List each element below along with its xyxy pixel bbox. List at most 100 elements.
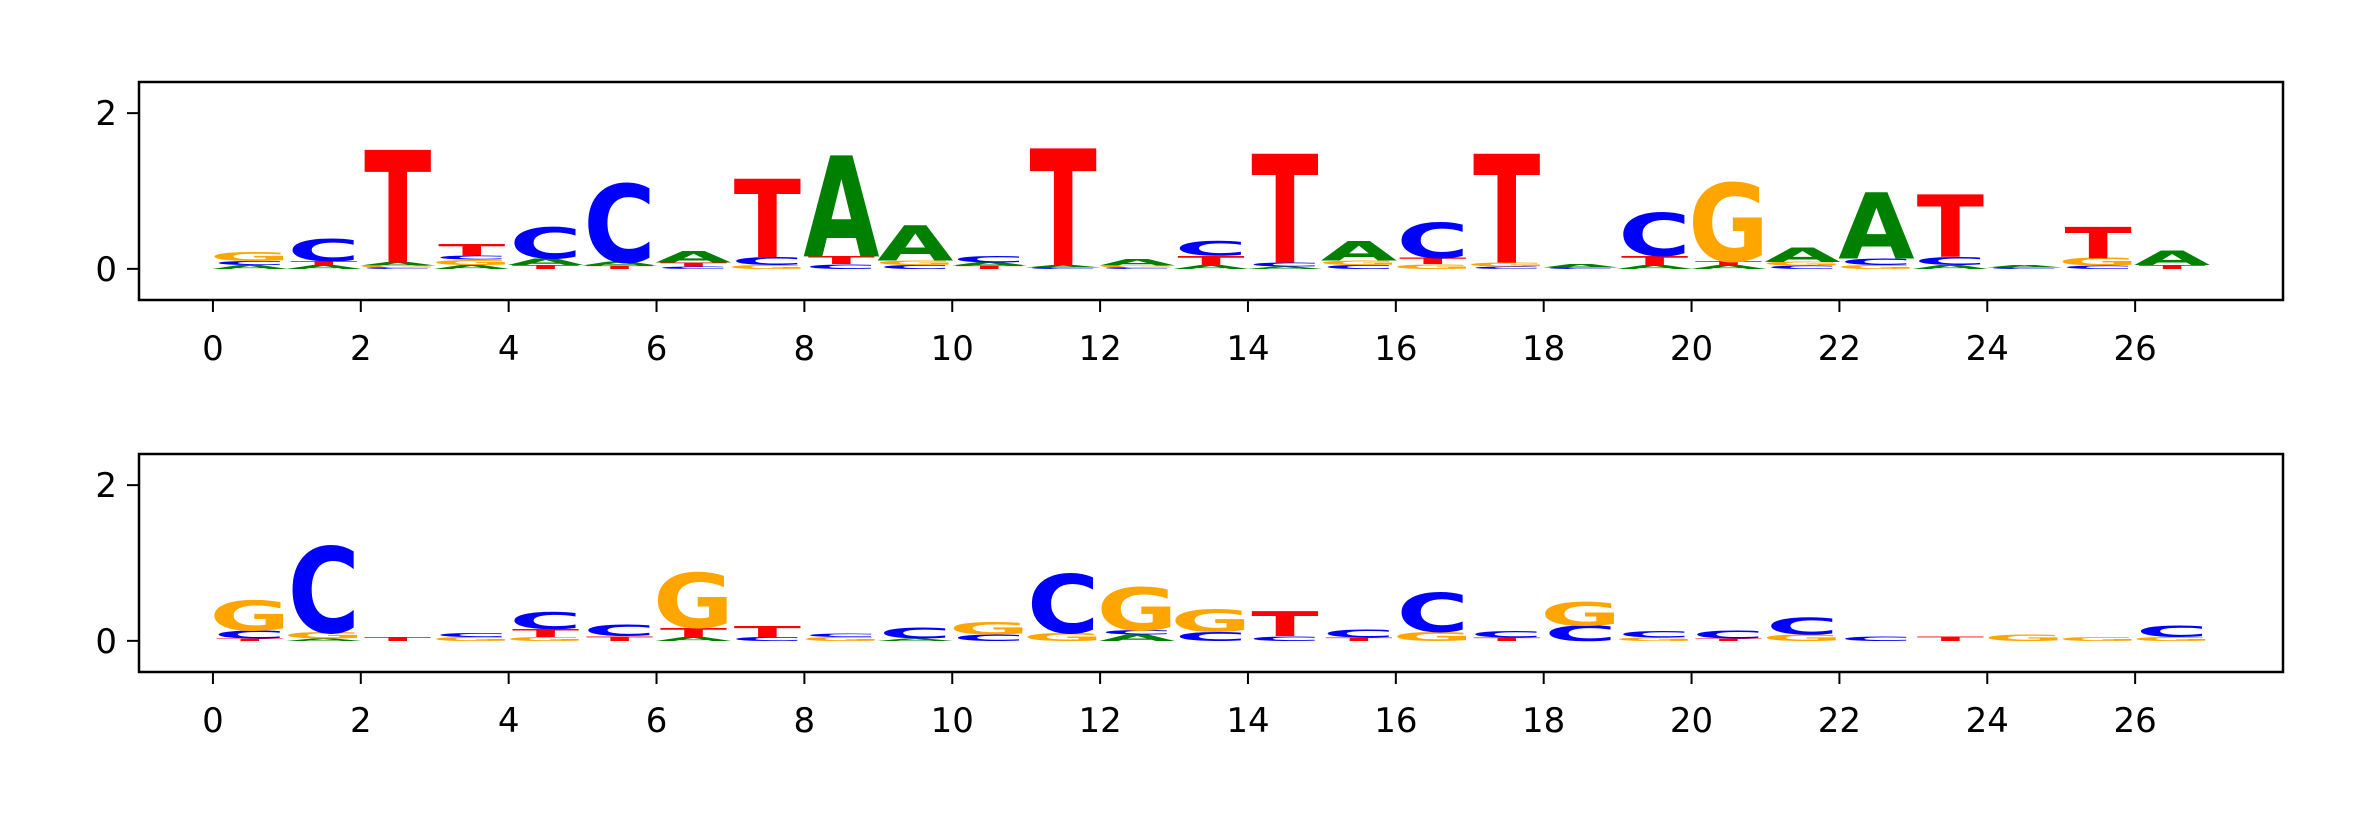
logo-letter-A-pos-1: A [286, 638, 362, 642]
logo-letter-A-pos-14: A [1247, 266, 1323, 270]
logo-letter-A-pos-8: A [803, 128, 879, 289]
logo-letter-T-pos-5: T [586, 265, 654, 270]
x-tick-label: 24 [1966, 701, 2009, 741]
x-tick-label: 0 [202, 701, 224, 741]
x-tick-label: 6 [646, 329, 668, 369]
logo-letter-T-pos-4: T [512, 264, 580, 270]
logo-letter-T-pos-17: T [1473, 125, 1540, 298]
logo-letter-A-pos-20: A [1690, 264, 1766, 270]
logo-letter-T-pos-2: T [364, 120, 431, 300]
logo-letter-A-pos-10: A [951, 262, 1027, 267]
logo-letter-C-pos-18: C [1544, 621, 1616, 646]
logo-letter-A-pos-5: A [581, 261, 657, 267]
logo-letter-G-pos-25: G [2058, 256, 2139, 268]
logo-letter-T-pos-8: T [808, 254, 875, 266]
logo-letter-C-pos-15: C [1323, 628, 1395, 640]
x-tick-label: 2 [350, 701, 372, 741]
logo-letter-T-pos-0: T [216, 638, 284, 642]
logo-letter-G-pos-8: G [801, 636, 882, 642]
x-tick-label: 0 [202, 329, 224, 369]
logo-letter-G-pos-17: G [1466, 262, 1547, 268]
logo-letter-C-pos-19: C [1618, 630, 1690, 640]
logo-letter-A-pos-3: A [434, 264, 510, 270]
x-tick-label: 8 [794, 701, 816, 741]
logo-letter-C-pos-14: C [1249, 262, 1321, 268]
logo-letter-C-pos-20: C [1692, 629, 1764, 641]
logo-letter-C-pos-3: C [436, 255, 508, 261]
y-axis: 02 [95, 466, 139, 662]
logo-letter-T-pos-13: T [1177, 253, 1244, 268]
logo-letter-A-pos-15: A [1321, 236, 1397, 267]
x-tick-label: 2 [350, 329, 372, 369]
logo-letter-C-pos-11: C [1027, 560, 1099, 653]
logo-letter-A-pos-13: A [1173, 264, 1249, 270]
y-tick-label: 2 [95, 94, 117, 134]
logo-letter-C-pos-21: C [1766, 265, 1838, 270]
logo-letter-G-pos-19: G [1614, 637, 1695, 642]
logo-letter-C-pos-0: C [214, 629, 286, 641]
logo-letter-G-pos-15: G [1318, 259, 1399, 266]
x-axis: 0 2 4 6 8 10 12 14 16 18 20 22 24 26 [202, 672, 2157, 741]
logo-letter-A-pos-0: A [212, 264, 288, 270]
logo-letter-C-pos-10: C [953, 633, 1025, 643]
logo-letter-A-pos-11: A [1025, 264, 1101, 268]
logo-letter-G-pos-10: G [949, 619, 1030, 639]
x-axis: 0 2 4 6 8 10 12 14 16 18 20 22 24 26 [202, 300, 2157, 369]
logo-letter-C-pos-23: C [1914, 255, 1986, 267]
logo-letter-T-pos-3: T [438, 241, 505, 260]
x-tick-label: 22 [1818, 701, 1861, 741]
logo-letter-G-pos-3: G [431, 258, 512, 267]
logo-letter-C-pos-12: C [1101, 267, 1173, 269]
logo-letter-A-pos-19: A [1616, 264, 1692, 270]
logo-letter-C-pos-8: C [805, 633, 877, 638]
logo-letter-G-pos-22: G [1836, 264, 1917, 270]
logo-letter-A-pos-12: A [1099, 258, 1175, 268]
logo-letter-T-pos-1: T [290, 260, 358, 266]
logo-letter-G-pos-13: G [1171, 604, 1252, 639]
logo-letter-G-pos-2: G [357, 265, 438, 267]
logo-letter-C-pos-5: C [583, 621, 655, 640]
logo-letter-G-pos-3: G [431, 636, 512, 642]
logo-letter-A-pos-1: A [286, 264, 362, 270]
x-tick-label: 18 [1522, 329, 1565, 369]
logo-letter-T-pos-23: T [1917, 635, 1985, 642]
x-tick-label: 26 [2114, 701, 2157, 741]
x-tick-label: 4 [498, 701, 520, 741]
x-tick-label: 26 [2114, 329, 2157, 369]
logo-letter-C-pos-22: C [1840, 635, 1912, 642]
logo-letter-G-pos-12: G [1097, 265, 1178, 267]
logo-letter-T-pos-23: T [1917, 178, 1984, 278]
axes-frame [137, 80, 2285, 302]
logo-letter-C-pos-9: C [879, 264, 951, 270]
logo-letter-G-pos-25: G [2058, 636, 2139, 642]
logo-letter-T-pos-7: T [734, 623, 801, 640]
logo-letter-C-pos-11: C [1027, 267, 1099, 269]
logo-letter-C-pos-22: C [1840, 257, 1912, 267]
logo-letter-G-pos-21: G [1762, 261, 1843, 267]
logo-letter-C-pos-21: C [1766, 613, 1838, 641]
x-tick-label: 10 [931, 701, 974, 741]
logo-letter-T-pos-25: T [2065, 219, 2132, 268]
logo-letter-G-pos-26: G [2132, 636, 2213, 642]
logo-letter-C-pos-13: C [1175, 629, 1247, 644]
x-tick-label: 6 [646, 701, 668, 741]
logo-letter-A-pos-4: A [507, 257, 583, 267]
logo-letter-C-pos-16: C [1397, 214, 1469, 270]
x-tick-label: 4 [498, 329, 520, 369]
logo-letter-T-pos-14: T [1251, 605, 1318, 644]
logo-letter-A-pos-12: A [1099, 633, 1175, 643]
logo-letter-C-pos-15: C [1323, 264, 1395, 270]
logo-letter-G-pos-0: G [209, 249, 290, 264]
x-tick-label: 10 [931, 329, 974, 369]
logo-letter-G-pos-24: G [1984, 633, 2065, 643]
y-tick-label: 0 [95, 250, 117, 290]
logo-letter-C-pos-18: C [1544, 267, 1616, 269]
x-tick-label: 24 [1966, 329, 2009, 369]
logo-letter-C-pos-1: C [288, 234, 360, 269]
logo-letter-C-pos-14: C [1249, 635, 1321, 642]
x-tick-label: 22 [1818, 329, 1861, 369]
logo-letter-C-pos-0: C [214, 260, 286, 266]
